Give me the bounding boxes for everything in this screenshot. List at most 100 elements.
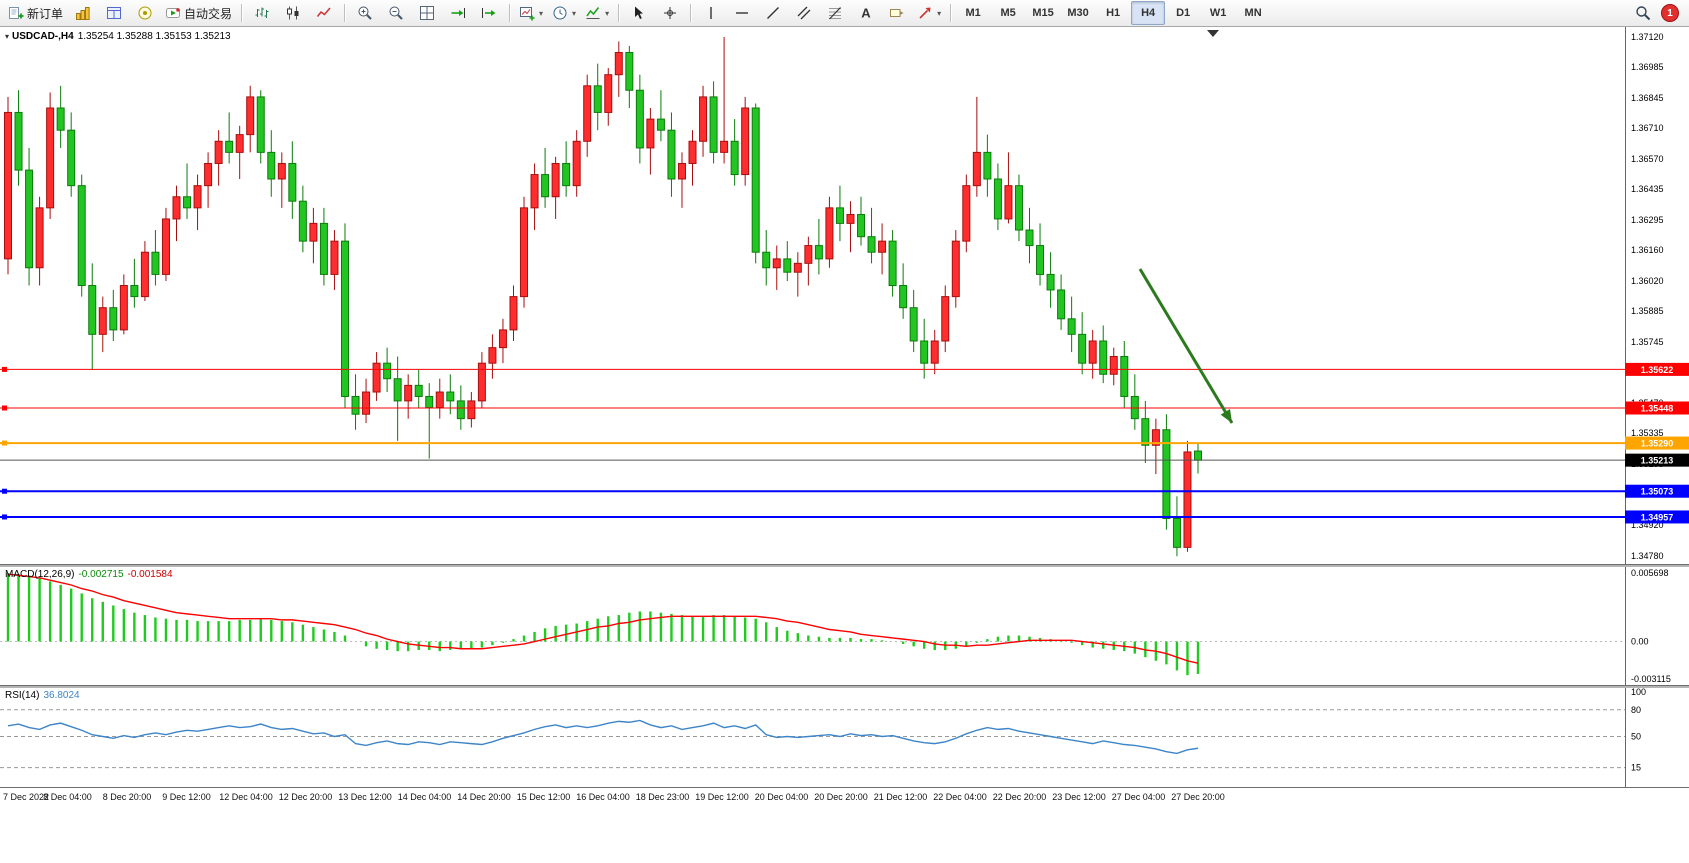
svg-text:1.34957: 1.34957 <box>1641 512 1674 522</box>
text-button[interactable]: A <box>851 1 881 25</box>
toolbar-separator <box>241 4 243 22</box>
trendline-button[interactable] <box>758 1 788 25</box>
timeframe-mn-button[interactable]: MN <box>1244 7 1262 19</box>
price-pane[interactable]: 1.37120 1.36985 1.36845 1.36710 1.36570 1.364… <box>0 27 1689 564</box>
macd-signal-line <box>7 573 1199 664</box>
vertical-line-button[interactable] <box>696 1 726 25</box>
market-watch-button[interactable] <box>68 1 98 25</box>
search-button[interactable] <box>1628 1 1658 25</box>
timeframe-h1-button[interactable]: H1 <box>1106 7 1121 19</box>
svg-text:1.37120: 1.37120 <box>1631 32 1664 42</box>
label-button[interactable] <box>882 1 912 25</box>
data-window-icon <box>106 5 122 21</box>
time-label: 22 Dec 20:00 <box>992 792 1047 802</box>
svg-text:1.36985: 1.36985 <box>1631 62 1664 72</box>
periods-button[interactable]: ▾ <box>548 1 580 25</box>
notification-badge[interactable]: 1 <box>1661 4 1679 22</box>
clock-icon <box>552 5 568 21</box>
candlestick-icon <box>285 5 301 21</box>
cursor-button[interactable] <box>624 1 654 25</box>
svg-text:1.35622: 1.35622 <box>1641 365 1674 375</box>
time-axis[interactable]: 7 Dec 2022 8 Dec 04:00 8 Dec 20:00 9 Dec 12… <box>0 787 1689 808</box>
zoom-in-icon <box>357 5 373 21</box>
crosshair-button[interactable] <box>655 1 685 25</box>
timeframe-d1-button[interactable]: D1 <box>1176 7 1191 19</box>
macd-pane[interactable]: 0.005698 0.00 -0.003115 MACD(12,26,9) -0.00… <box>0 567 1689 685</box>
dropdown-caret-icon[interactable]: ▾ <box>572 8 577 18</box>
timeframe-w1-button[interactable]: W1 <box>1209 7 1227 19</box>
time-label: 27 Dec 04:00 <box>1111 792 1166 802</box>
chart-window: 1.37120 1.36985 1.36845 1.36710 1.36570 1.364… <box>0 27 1689 808</box>
horizontal-line-1.35290[interactable]: 1.35290 <box>0 436 1689 450</box>
macd-name: MACD(12,26,9) <box>5 569 75 580</box>
zoom-out-button[interactable] <box>381 1 411 25</box>
channel-button[interactable] <box>789 1 819 25</box>
dropdown-caret-icon[interactable]: ▾ <box>937 8 942 18</box>
chart-shift-marker[interactable] <box>1207 30 1219 37</box>
svg-text:1.36845: 1.36845 <box>1631 93 1664 103</box>
indicators-button[interactable]: ▾ <box>581 1 613 25</box>
one-click-expander-icon[interactable]: ▾ <box>5 32 10 41</box>
line-chart-button[interactable] <box>309 1 339 25</box>
macd-histogram <box>6 572 1200 676</box>
candles <box>4 36 1202 557</box>
auto-trading-button[interactable]: 自动交易 <box>161 1 236 25</box>
trend-arrow[interactable] <box>1138 268 1234 424</box>
time-label: 15 Dec 12:00 <box>516 792 571 802</box>
auto-scroll-button[interactable] <box>443 1 473 25</box>
horizontal-line-1.35073[interactable]: 1.35073 <box>0 484 1689 498</box>
zoom-in-button[interactable] <box>350 1 380 25</box>
timeframe-m15-button[interactable]: M15 <box>1032 7 1054 19</box>
rsi-pane[interactable]: 100 80 50 15 RSI(14) 36.8024 <box>0 688 1689 787</box>
dropdown-caret-icon[interactable]: ▾ <box>539 8 544 18</box>
arrow-shape-icon <box>917 5 933 21</box>
arrows-button[interactable]: ▾ <box>913 1 945 25</box>
dropdown-caret-icon[interactable]: ▾ <box>605 8 610 18</box>
toolbar-separator <box>509 4 511 22</box>
chart-shift-icon <box>481 5 497 21</box>
bar-chart-button[interactable] <box>247 1 277 25</box>
svg-text:-0.003115: -0.003115 <box>1631 674 1671 684</box>
chart-shift-button[interactable] <box>474 1 504 25</box>
svg-text:1.35448: 1.35448 <box>1641 404 1674 414</box>
tile-windows-icon <box>419 5 435 21</box>
horizontal-line-1.35622[interactable]: 1.35622 <box>0 362 1689 376</box>
macd-label: MACD(12,26,9) -0.002715 -0.001584 <box>5 569 173 580</box>
rsi-line <box>7 719 1199 755</box>
timeframe-m30-button[interactable]: M30 <box>1067 7 1089 19</box>
time-label: 23 Dec 12:00 <box>1052 792 1106 802</box>
time-label: 7 Dec 2022 <box>3 792 50 802</box>
vertical-line-icon <box>703 5 719 21</box>
label-icon <box>889 5 905 21</box>
navigator-button[interactable] <box>130 1 160 25</box>
horizontal-line-1.34957[interactable]: 1.34957 <box>0 510 1689 524</box>
pane-separator[interactable] <box>0 564 1689 567</box>
new-chart-button[interactable]: ▾ <box>515 1 547 25</box>
svg-text:1.35073: 1.35073 <box>1641 487 1674 497</box>
time-label: 27 Dec 20:00 <box>1171 792 1225 802</box>
trendline-icon <box>765 5 781 21</box>
svg-text:1.35745: 1.35745 <box>1631 337 1664 347</box>
tile-windows-button[interactable] <box>412 1 442 25</box>
new-order-icon <box>8 5 24 21</box>
svg-text:50: 50 <box>1631 732 1641 742</box>
data-window-button[interactable] <box>99 1 129 25</box>
time-label: 8 Dec 04:00 <box>43 792 92 802</box>
horizontal-line-button[interactable] <box>727 1 757 25</box>
timeframe-m5-button[interactable]: M5 <box>1000 7 1016 19</box>
time-label: 14 Dec 04:00 <box>397 792 452 802</box>
timeframe-m1-button[interactable]: M1 <box>965 7 981 19</box>
time-label: 16 Dec 04:00 <box>576 792 630 802</box>
bid-price-line: 1.35213 <box>0 453 1689 467</box>
horizontal-line-1.35448[interactable]: 1.35448 <box>0 401 1689 415</box>
pane-separator[interactable] <box>0 685 1689 688</box>
toolbar-separator <box>618 4 620 22</box>
candlestick-chart-button[interactable] <box>278 1 308 25</box>
fibonacci-button[interactable] <box>820 1 850 25</box>
indicators-icon <box>585 5 601 21</box>
timeframe-h4-button[interactable]: H4 <box>1131 1 1166 25</box>
time-label: 12 Dec 20:00 <box>278 792 333 802</box>
svg-text:1.35213: 1.35213 <box>1641 456 1674 466</box>
time-label: 9 Dec 12:00 <box>162 792 211 802</box>
new-order-button[interactable]: 新订单 <box>4 1 67 25</box>
